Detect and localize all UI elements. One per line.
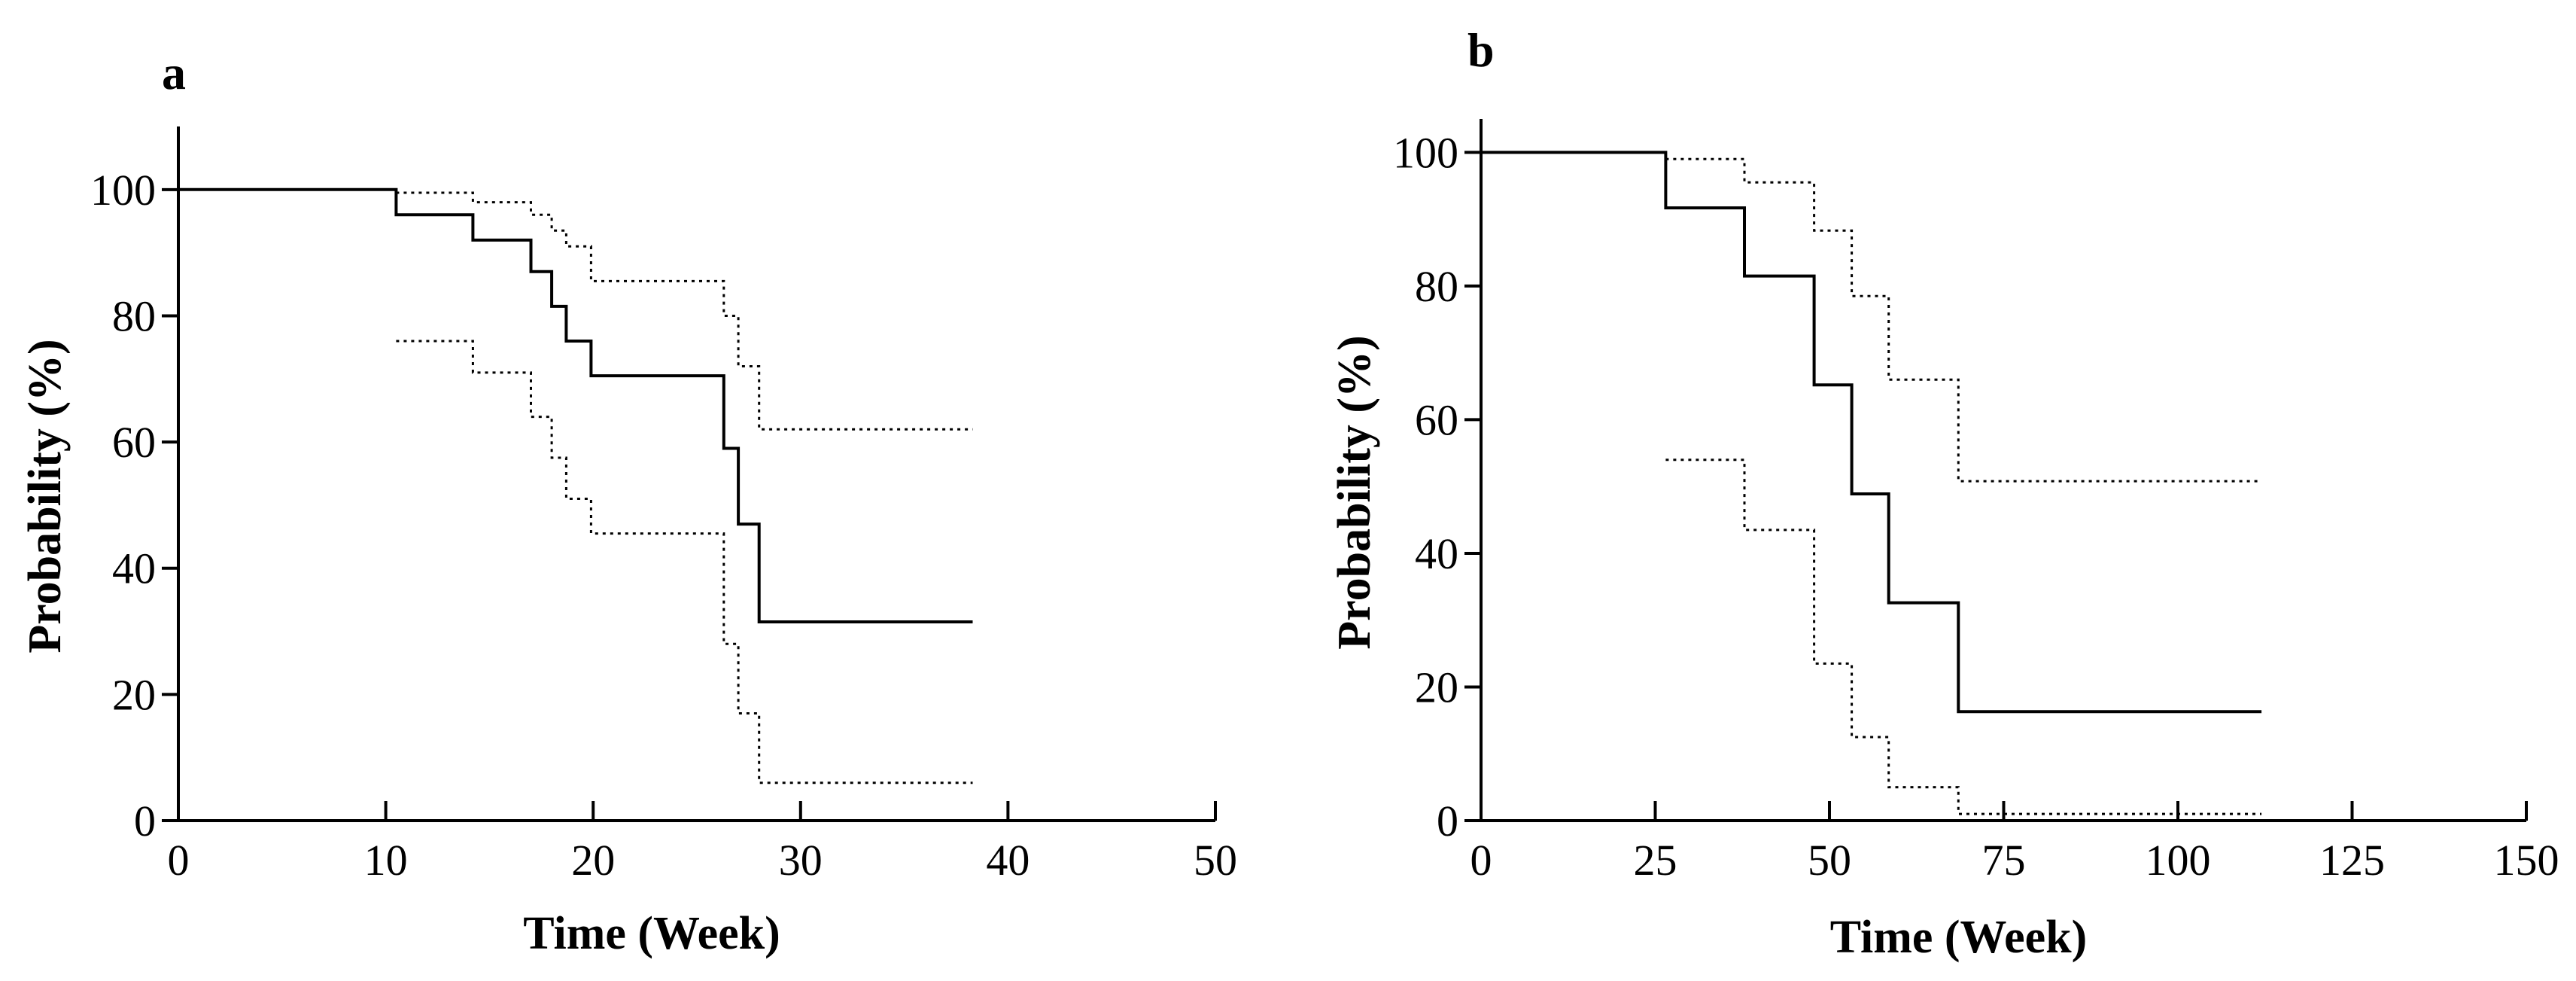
x-tick-label: 125 (2319, 836, 2385, 885)
y-tick-label: 0 (134, 797, 156, 845)
panel-b: b 0 25 50 75 100 125 150 0 20 40 60 80 100 Time (Week)… (1329, 23, 2559, 963)
y-tick-label: 60 (1415, 395, 1458, 444)
survival-curve-line (1481, 151, 2262, 714)
x-axis-title: Time (Week) (1830, 912, 2088, 963)
y-tick-label: 100 (90, 166, 156, 215)
x-tick-label: 20 (571, 836, 615, 885)
panel-label: a (162, 46, 186, 99)
y-tick-label: 80 (112, 291, 156, 340)
x-tick-label: 0 (168, 836, 190, 885)
y-tick-label: 20 (112, 670, 156, 719)
lower-confidence-line (396, 340, 973, 784)
panel-label: b (1467, 23, 1495, 77)
upper-confidence-line (396, 191, 973, 431)
x-tick-label: 40 (986, 836, 1029, 885)
upper-confidence-line (1665, 157, 2262, 483)
y-tick-label: 20 (1415, 663, 1458, 711)
x-tick-label: 0 (1470, 836, 1492, 885)
y-tick-label: 40 (112, 544, 156, 593)
x-tick-label: 50 (1808, 836, 1851, 885)
x-tick-label: 10 (364, 836, 408, 885)
y-axis-title: Probability (%) (20, 339, 71, 653)
x-tick-label: 100 (2146, 836, 2211, 885)
x-tick-label: 75 (1982, 836, 2026, 885)
x-tick-label: 25 (1634, 836, 1677, 885)
y-tick-label: 0 (1437, 797, 1458, 845)
x-tick-label: 50 (1194, 836, 1237, 885)
lower-confidence-line (1665, 459, 2262, 815)
survival-curve-line (178, 187, 973, 623)
x-tick-label: 150 (2494, 836, 2559, 885)
y-tick-label: 40 (1415, 529, 1458, 578)
y-axis-title: Probability (%) (1329, 335, 1380, 649)
y-tick-label: 60 (112, 418, 156, 467)
y-tick-label: 100 (1393, 128, 1458, 177)
y-tick-label: 80 (1415, 262, 1458, 311)
x-tick-label: 30 (779, 836, 823, 885)
x-axis-title: Time (Week) (523, 908, 780, 959)
panel-a: a 0 10 20 30 40 50 0 20 40 60 80 100 Time (Week) Proba… (20, 46, 1237, 959)
